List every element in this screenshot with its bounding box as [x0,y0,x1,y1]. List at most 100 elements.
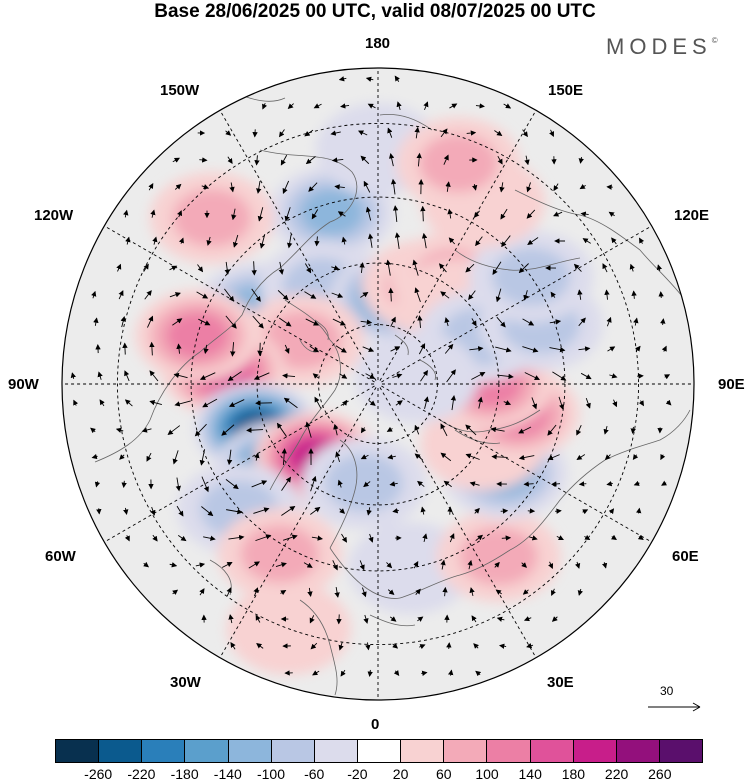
wind-arrow [178,237,184,244]
colorbar-swatch [400,740,444,762]
wind-arrow [310,506,321,515]
wind-arrow [449,533,455,543]
wind-arrow [629,263,635,272]
wind-arrow [248,561,260,569]
wind-arrow [125,236,131,245]
wind-arrow [518,426,532,434]
wind-arrow [550,291,556,298]
wind-arrow [228,534,245,541]
wind-arrow [523,616,532,622]
polar-stereographic-map [61,67,695,701]
wind-arrow [253,507,270,514]
wind-arrow [339,373,348,379]
wind-arrow [337,479,343,488]
wind-arrow [420,205,426,222]
lon-label-120e: 120E [674,207,710,224]
wind-arrow [282,534,298,541]
wind-arrow [578,317,586,327]
lon-label-150w: 150W [160,82,200,99]
wind-arrow [305,156,316,165]
modes-logo: MODES© [606,34,718,60]
wind-arrow [446,369,456,383]
colorbar-swatch [270,740,314,762]
wind-arrow [199,157,208,163]
wind-arrow [465,263,475,273]
wind-arrow [603,426,609,435]
wind-arrow [332,318,346,326]
reference-vector-arrow [648,702,701,712]
colorbar-swatch [486,740,530,762]
wind-arrow [423,101,429,111]
wind-arrow [414,453,423,461]
colorbar-tick-label: -180 [170,766,199,782]
wind-arrow [304,129,314,137]
latitude-circle [116,122,640,646]
wind-arrow [576,424,582,436]
wind-arrow [494,561,500,568]
wind-arrow [115,427,124,433]
wind-arrow [226,508,243,515]
wind-arrow [522,318,535,326]
wind-arrow [167,425,181,435]
wind-arrow [490,426,505,433]
wind-arrow [362,346,375,352]
wind-arrow [664,374,671,380]
wind-arrow [284,344,290,354]
wind-arrow [477,396,483,409]
wind-arrow [311,209,319,220]
wind-arrow [195,562,206,568]
wind-arrow [147,315,154,328]
wind-arrow [308,182,318,192]
wind-arrow [468,290,476,301]
wind-arrow [231,208,237,221]
wind-arrow [276,422,287,437]
wind-arrow [309,615,315,624]
wind-arrow [118,290,124,300]
colorbar-tick-label: -260 [84,766,113,782]
anomaly-contour [492,247,571,306]
wind-arrow [144,290,152,300]
wind-arrow [585,398,591,409]
wind-arrow [419,644,426,650]
wind-arrow [413,561,419,569]
wind-arrow [469,346,484,352]
wind-arrow [522,589,529,595]
wind-arrow [232,234,239,248]
wind-arrow [496,316,506,328]
wind-arrow [174,400,191,407]
wind-arrow [601,562,608,569]
colorbar-swatch [184,740,228,762]
wind-arrow [365,642,371,651]
wind-arrow [331,292,344,298]
anomaly-contour [262,311,342,370]
wind-arrow [491,454,508,460]
wind-arrow [124,535,130,542]
wind-arrow [202,398,218,408]
colorbar-tick-label: 140 [518,766,542,782]
wind-arrow [221,424,235,436]
wind-arrow [547,454,560,461]
wind-arrow [311,535,323,541]
wind-arrow [448,237,456,245]
colorbar-swatch [615,740,659,762]
colorbar [55,739,703,763]
wind-arrow [440,452,452,462]
wind-arrow [584,534,591,541]
wind-arrow [449,103,458,109]
colorbar-swatch [356,740,401,762]
wind-arrow [340,669,346,677]
wind-arrow [228,399,245,407]
wind-arrow [99,399,105,407]
wind-arrow [639,237,645,244]
wind-arrow [221,562,233,568]
wind-arrow [602,263,608,273]
wind-arrow [256,180,262,194]
wind-arrow [361,587,367,598]
wind-arrow [150,506,156,516]
wind-arrow [368,400,376,406]
wind-arrow [254,155,260,166]
colorbar-tick-label: -20 [347,766,368,782]
wind-arrow [500,208,508,220]
wind-arrow [440,559,446,570]
wind-arrow [576,454,586,461]
